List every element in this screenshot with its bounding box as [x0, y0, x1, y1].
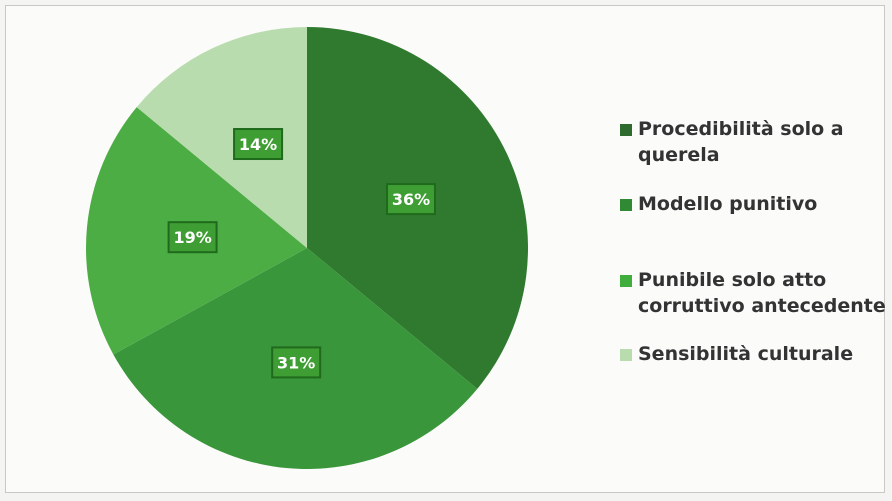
data-label-box-punibile — [167, 221, 218, 254]
pie-slice-sensibilita — [136, 26, 307, 248]
legend-label-sensibilita: Sensibilità culturale — [638, 343, 854, 365]
pie-chart: 36% 31% 19% 14% — [86, 26, 528, 469]
data-label-box-modello-punitivo — [271, 346, 322, 379]
legend-item-punibile: Punibile solo atto corruttivo antecedent… — [620, 267, 890, 319]
legend-item-procedibilita: Procedibilità solo a querela — [620, 116, 890, 168]
legend-item-sensibilita: Sensibilità culturale — [620, 341, 890, 367]
data-label-box-sensibilita — [233, 128, 284, 161]
legend-label-modello-punitivo: Modello punitivo — [638, 193, 818, 215]
data-label-procedibilita: 36% — [385, 183, 436, 216]
data-label-box-procedibilita — [385, 183, 436, 216]
legend-swatch-sensibilita — [620, 349, 632, 361]
data-label-text-punibile: 19% — [173, 228, 211, 247]
data-label-sensibilita: 14% — [233, 128, 284, 161]
chart-frame: 36% 31% 19% 14% Procedibilità solo a querel… — [5, 5, 886, 493]
data-label-text-procedibilita: 36% — [392, 190, 430, 209]
legend-label-punibile: Punibile solo atto corruttivo antecedent… — [638, 269, 886, 317]
legend-swatch-modello-punitivo — [620, 199, 632, 211]
data-label-modello-punitivo: 31% — [271, 346, 322, 379]
data-label-text-modello-punitivo: 31% — [277, 353, 315, 372]
legend-swatch-punibile — [620, 275, 632, 287]
data-label-text-sensibilita: 14% — [239, 135, 277, 154]
legend-swatch-procedibilita — [620, 124, 632, 136]
data-label-punibile: 19% — [167, 221, 218, 254]
legend-item-modello-punitivo: Modello punitivo — [620, 191, 890, 217]
legend-label-procedibilita: Procedibilità solo a querela — [638, 118, 844, 166]
